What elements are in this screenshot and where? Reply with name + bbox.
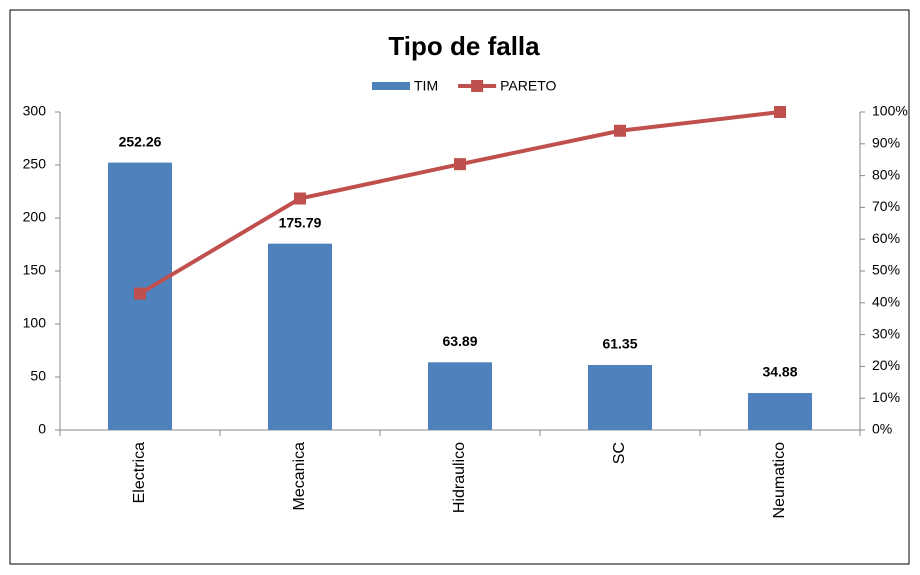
y-tick-label: 50 <box>30 368 46 384</box>
y2-tick-label: 60% <box>872 230 900 246</box>
legend-swatch <box>372 82 410 90</box>
legend-label: PARETO <box>500 78 556 94</box>
y2-tick-label: 30% <box>872 325 900 341</box>
data-label: 34.88 <box>762 364 797 380</box>
y2-tick-label: 10% <box>872 389 900 405</box>
bar <box>428 362 492 430</box>
x-tick-label: Hidraulico <box>451 442 468 513</box>
x-tick-label: SC <box>611 442 628 464</box>
y-tick-label: 300 <box>23 103 47 119</box>
data-label: 252.26 <box>119 133 162 149</box>
x-tick-label: Neumatico <box>771 442 788 519</box>
legend-swatch <box>471 80 484 92</box>
y-tick-label: 250 <box>23 156 47 172</box>
chart-title: Tipo de falla <box>388 31 540 61</box>
bar <box>268 243 332 430</box>
y2-tick-label: 40% <box>872 294 900 310</box>
y-tick-label: 200 <box>23 209 47 225</box>
marker <box>774 106 786 118</box>
y2-tick-label: 100% <box>872 103 908 119</box>
y2-tick-label: 80% <box>872 166 900 182</box>
data-label: 61.35 <box>602 336 637 352</box>
marker <box>454 158 466 171</box>
y-tick-label: 150 <box>23 262 47 278</box>
marker <box>614 124 626 137</box>
x-tick-label: Electrica <box>131 442 148 503</box>
bar <box>588 364 652 430</box>
data-label: 175.79 <box>279 214 322 230</box>
marker <box>294 192 306 205</box>
marker <box>134 287 146 300</box>
y2-tick-label: 90% <box>872 135 900 151</box>
y-tick-label: 100 <box>23 315 47 331</box>
x-tick-label: Mecanica <box>291 442 308 511</box>
y2-tick-label: 0% <box>872 421 892 437</box>
y-tick-label: 0 <box>38 421 46 437</box>
bar <box>748 393 812 430</box>
data-label: 63.89 <box>442 333 477 349</box>
y2-tick-label: 70% <box>872 198 900 214</box>
legend-label: TIM <box>414 78 438 94</box>
y2-tick-label: 20% <box>872 357 900 373</box>
y2-tick-label: 50% <box>872 262 900 278</box>
